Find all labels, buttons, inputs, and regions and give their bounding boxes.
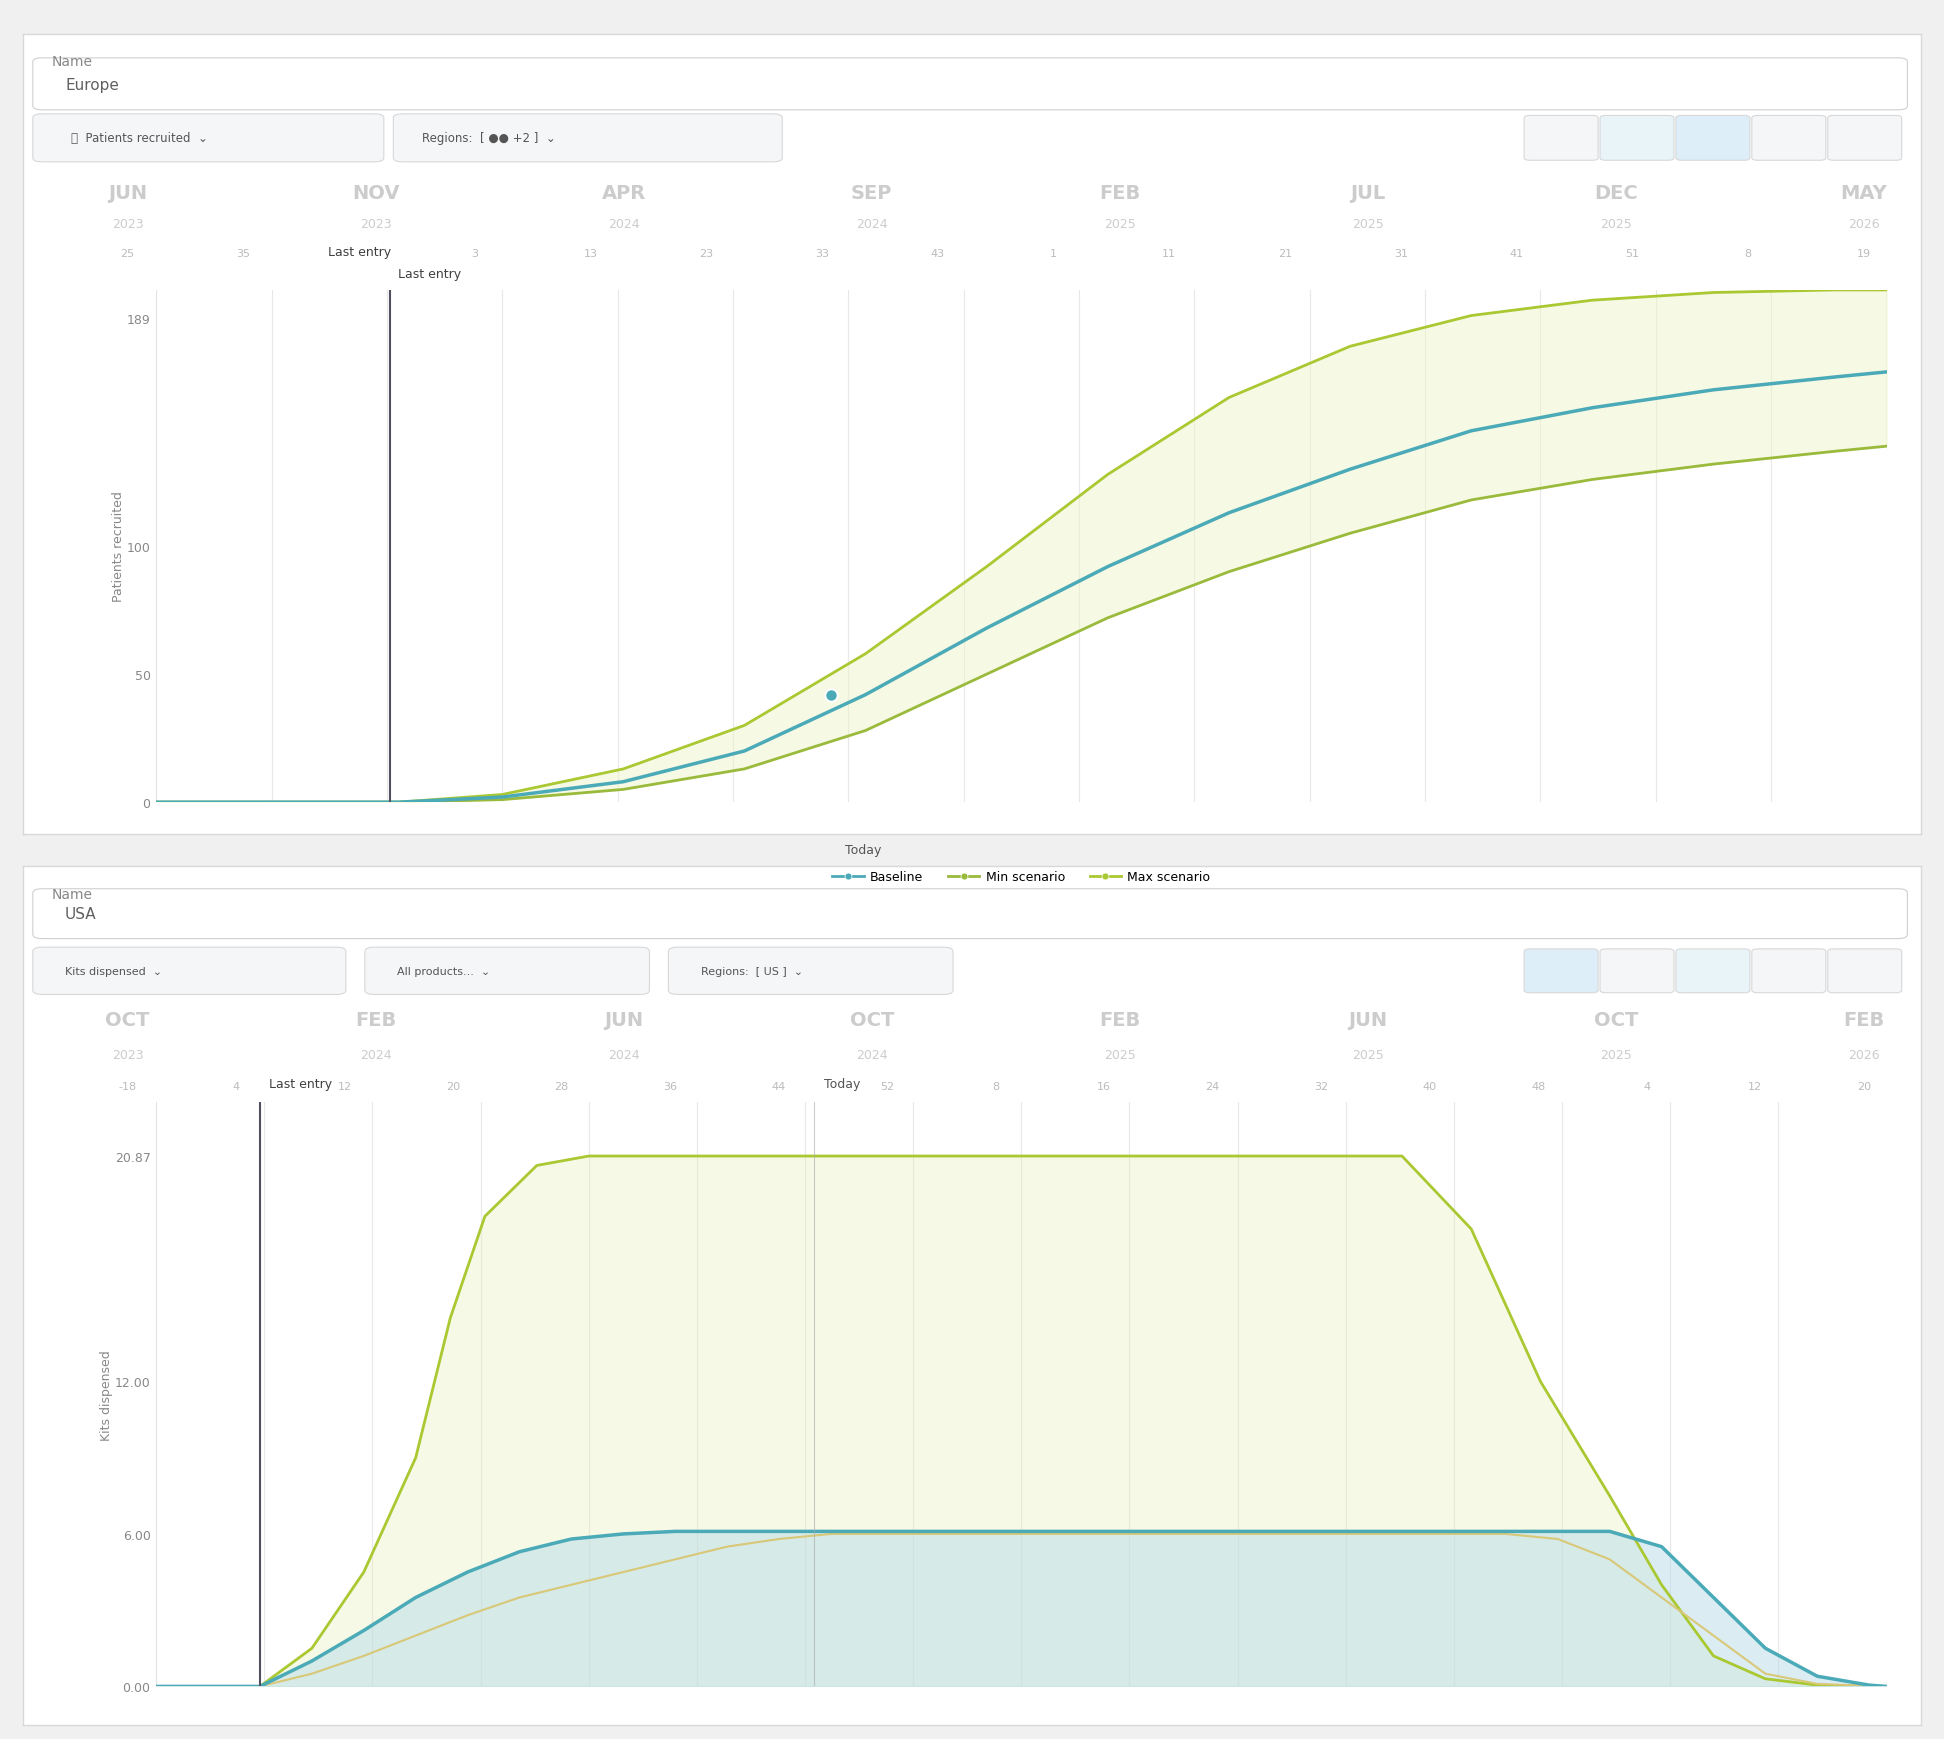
Text: 20: 20 — [1857, 1082, 1870, 1090]
Text: 12: 12 — [338, 1082, 352, 1090]
Text: MAY: MAY — [1841, 184, 1888, 203]
Y-axis label: Kits dispensed: Kits dispensed — [99, 1349, 113, 1440]
Text: FEB: FEB — [1098, 1010, 1141, 1029]
FancyBboxPatch shape — [1827, 117, 1901, 162]
Text: Last entry: Last entry — [399, 268, 461, 280]
Legend: Baseline, Min scenario, Max scenario: Baseline, Min scenario, Max scenario — [828, 866, 1215, 889]
Text: 👥  Patients recruited  ⌄: 👥 Patients recruited ⌄ — [70, 132, 208, 146]
Text: 25: 25 — [121, 249, 134, 259]
Text: Today: Today — [846, 843, 881, 857]
Text: 48: 48 — [1532, 1082, 1545, 1090]
FancyBboxPatch shape — [365, 948, 649, 995]
Text: 2023: 2023 — [113, 1049, 144, 1061]
FancyBboxPatch shape — [1676, 117, 1750, 162]
Text: 24: 24 — [1205, 1082, 1219, 1090]
Text: JUN: JUN — [1349, 1010, 1388, 1029]
Text: NOV: NOV — [352, 184, 399, 203]
Text: JUN: JUN — [605, 1010, 643, 1029]
Text: 13: 13 — [583, 249, 597, 259]
Text: 8: 8 — [991, 1082, 999, 1090]
Text: -18: -18 — [119, 1082, 136, 1090]
Text: 2025: 2025 — [1351, 217, 1384, 231]
Text: Name: Name — [52, 54, 93, 70]
Text: 21: 21 — [1277, 249, 1293, 259]
Text: 2023: 2023 — [113, 217, 144, 231]
Text: 2024: 2024 — [608, 217, 640, 231]
Text: JUL: JUL — [1349, 184, 1386, 203]
Text: Name: Name — [52, 887, 93, 901]
Text: Today: Today — [824, 1078, 861, 1090]
Text: OCT: OCT — [850, 1010, 894, 1029]
Text: 2025: 2025 — [1104, 1049, 1135, 1061]
Y-axis label: Patients recruited: Patients recruited — [113, 492, 124, 602]
Text: 44: 44 — [772, 1082, 785, 1090]
Text: 4: 4 — [1643, 1082, 1650, 1090]
Text: 20: 20 — [445, 1082, 461, 1090]
FancyBboxPatch shape — [1600, 117, 1674, 162]
Text: SEP: SEP — [851, 184, 892, 203]
FancyBboxPatch shape — [1752, 117, 1825, 162]
FancyBboxPatch shape — [1827, 949, 1901, 993]
Text: 31: 31 — [1394, 249, 1407, 259]
Text: DEC: DEC — [1594, 184, 1637, 203]
Text: 2025: 2025 — [1600, 1049, 1631, 1061]
FancyBboxPatch shape — [393, 115, 781, 163]
Text: 1: 1 — [1050, 249, 1058, 259]
Text: All products...  ⌄: All products... ⌄ — [397, 967, 490, 977]
FancyBboxPatch shape — [33, 115, 383, 163]
Text: 3: 3 — [470, 249, 478, 259]
Text: APR: APR — [601, 184, 645, 203]
Text: 2025: 2025 — [1104, 217, 1135, 231]
Text: 36: 36 — [663, 1082, 677, 1090]
Text: 23: 23 — [700, 249, 713, 259]
FancyBboxPatch shape — [1524, 949, 1598, 993]
FancyBboxPatch shape — [1524, 117, 1598, 162]
Text: 8: 8 — [1744, 249, 1752, 259]
Text: USA: USA — [64, 906, 97, 922]
Text: 2024: 2024 — [360, 1049, 391, 1061]
Text: OCT: OCT — [105, 1010, 150, 1029]
Text: 51: 51 — [1625, 249, 1639, 259]
Text: 4: 4 — [233, 1082, 239, 1090]
Text: 11: 11 — [1163, 249, 1176, 259]
Text: 2024: 2024 — [855, 1049, 888, 1061]
Text: 16: 16 — [1096, 1082, 1112, 1090]
Text: 2025: 2025 — [1600, 217, 1631, 231]
Text: 12: 12 — [1748, 1082, 1763, 1090]
Text: FEB: FEB — [356, 1010, 397, 1029]
FancyBboxPatch shape — [1676, 949, 1750, 993]
Text: 40: 40 — [1423, 1082, 1437, 1090]
FancyBboxPatch shape — [33, 889, 1907, 939]
Text: FEB: FEB — [1843, 1010, 1884, 1029]
Text: 2025: 2025 — [1351, 1049, 1384, 1061]
Text: FEB: FEB — [1098, 184, 1141, 203]
Text: JUN: JUN — [109, 184, 148, 203]
Text: 2023: 2023 — [360, 217, 391, 231]
FancyBboxPatch shape — [1752, 949, 1825, 993]
Text: Kits dispensed  ⌄: Kits dispensed ⌄ — [64, 967, 161, 977]
Text: Last entry: Last entry — [329, 245, 391, 259]
Text: OCT: OCT — [1594, 1010, 1639, 1029]
Text: 33: 33 — [815, 249, 828, 259]
FancyBboxPatch shape — [33, 59, 1907, 111]
Text: 43: 43 — [931, 249, 945, 259]
Text: Regions:  [ US ]  ⌄: Regions: [ US ] ⌄ — [700, 967, 803, 977]
Text: 28: 28 — [554, 1082, 570, 1090]
FancyBboxPatch shape — [33, 948, 346, 995]
Text: Regions:  [ ●● +2 ]  ⌄: Regions: [ ●● +2 ] ⌄ — [422, 132, 556, 146]
Text: 2024: 2024 — [855, 217, 888, 231]
Text: Last entry: Last entry — [268, 1078, 332, 1090]
Text: Europe: Europe — [64, 78, 119, 92]
Text: 35: 35 — [237, 249, 251, 259]
FancyBboxPatch shape — [669, 948, 953, 995]
Text: 2026: 2026 — [1849, 1049, 1880, 1061]
Text: 41: 41 — [1509, 249, 1524, 259]
Text: 32: 32 — [1314, 1082, 1328, 1090]
Text: 52: 52 — [881, 1082, 894, 1090]
Text: 2024: 2024 — [608, 1049, 640, 1061]
Text: 19: 19 — [1857, 249, 1870, 259]
FancyBboxPatch shape — [1600, 949, 1674, 993]
Text: 2026: 2026 — [1849, 217, 1880, 231]
